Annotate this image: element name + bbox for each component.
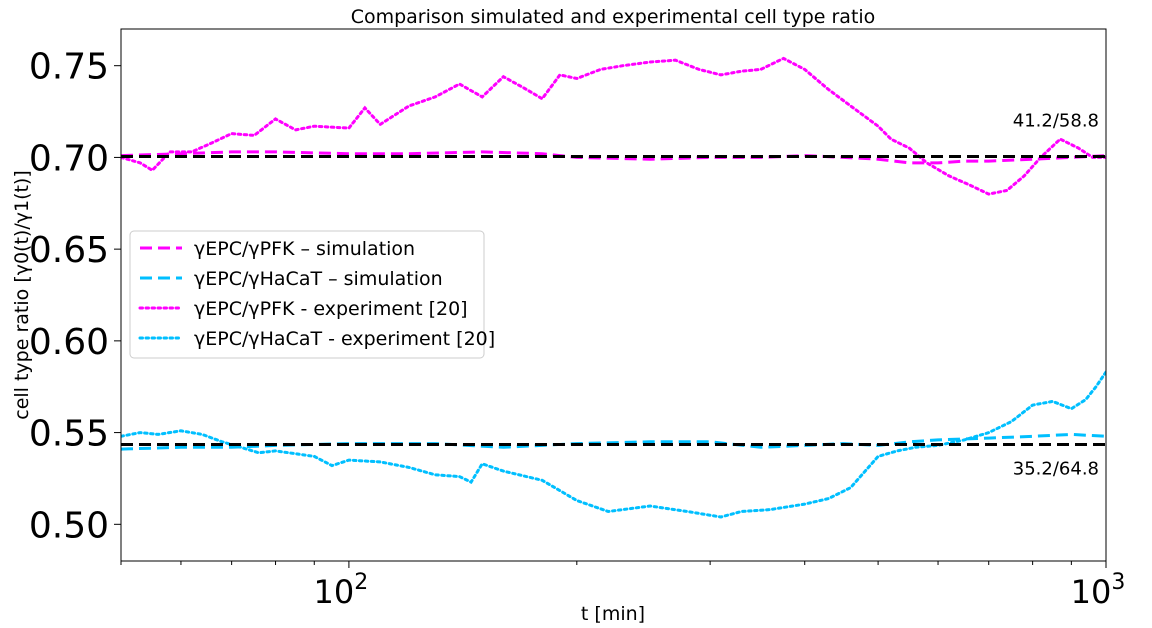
y-tick-label-3: 0.60 (29, 322, 109, 363)
y-tick-label-4: 0.65 (29, 230, 109, 271)
legend-box (129, 230, 485, 359)
y-axis: 0.50 0.55 0.60 0.65 0.70 0.75 (29, 47, 121, 546)
y-tick-label-5: 0.70 (29, 138, 109, 179)
x-axis-label: t [min] (581, 603, 645, 625)
y-axis-label: cell type ratio [γ0(t)/γ1(t)] (11, 170, 33, 420)
legend-entry-1: γEPC/γPFK – simulation (194, 238, 415, 260)
x-tick-label-1: 102 (314, 570, 369, 611)
y-tick-label-6: 0.75 (29, 47, 109, 88)
reference-lines (121, 154, 1106, 447)
y-tick-label-1: 0.50 (29, 505, 109, 546)
plot-frame (120, 28, 1107, 562)
y-axis-label-text: cell type ratio [γ0(t)/γ1(t)] (11, 170, 33, 420)
legend-entry-2: γEPC/γHaCaT – simulation (194, 268, 443, 290)
x-axis: 102 103 (120, 561, 1126, 611)
series-line-4 (121, 370, 1106, 519)
reference-label-1: 41.2/58.8 (1013, 110, 1099, 131)
reference-label-2: 35.2/64.8 (1013, 459, 1099, 480)
legend-entry-3: γEPC/γPFK - experiment [20] (194, 298, 468, 320)
legend: γEPC/γPFK – simulation γEPC/γHaCaT – simu… (129, 230, 495, 359)
series-line-3 (121, 56, 1106, 196)
x-tick-label-2: 103 (1071, 570, 1126, 611)
annotations: 41.2/58.8 35.2/64.8 (1013, 110, 1099, 479)
legend-entry-4: γEPC/γHaCaT - experiment [20] (194, 328, 495, 350)
y-tick-label-2: 0.55 (29, 414, 109, 455)
chart-title: Comparison simulated and experimental ce… (351, 6, 876, 28)
